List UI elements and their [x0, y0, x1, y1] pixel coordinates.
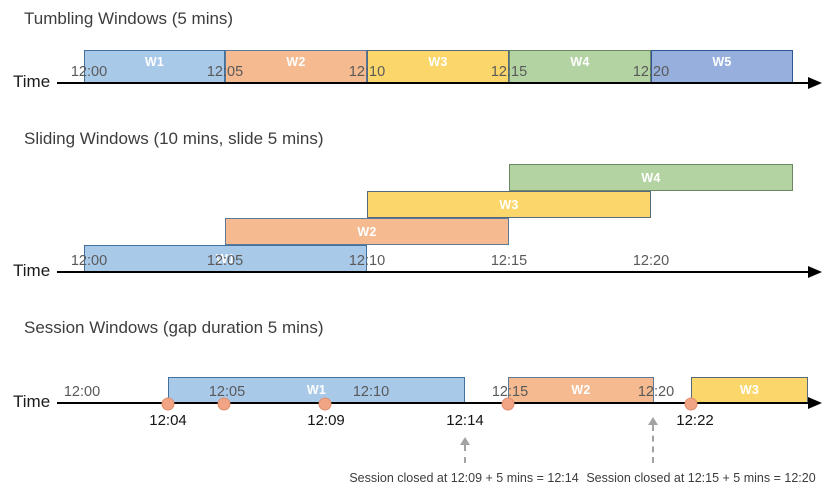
event-dot-icon: [217, 397, 231, 411]
time-axis-tumbling: [57, 82, 808, 84]
window-bar-label: W2: [286, 55, 306, 69]
event-time-label: 12:04: [149, 412, 187, 429]
event-time-label: 12:09: [307, 412, 345, 429]
time-tick-label: 12:15: [490, 253, 528, 269]
window-bar-label: W3: [428, 55, 448, 69]
arrow-shaft: [464, 445, 466, 463]
event-dot-icon: [161, 397, 175, 411]
event-dot-icon: [684, 397, 698, 411]
time-tick-label: 12:10: [348, 64, 386, 80]
arrow-head: [460, 437, 470, 445]
time-axis-sliding: [57, 271, 808, 273]
time-tick-label: 12:15: [490, 64, 528, 80]
axis-arrowhead-icon: [808, 266, 822, 278]
time-axis-caption-session: Time: [13, 392, 51, 411]
time-tick-label: 12:05: [208, 384, 246, 400]
time-tick-label: 12:10: [348, 253, 386, 269]
window-bar-tumbling-w2: W2: [225, 50, 367, 83]
time-axis-caption-tumbling: Time: [13, 72, 51, 91]
window-bar-label: W3: [739, 383, 760, 397]
time-tick-label: 12:00: [70, 253, 108, 269]
dashed-up-arrow-icon: [460, 437, 470, 463]
time-tick-label: 12:20: [632, 64, 670, 80]
window-bar-label: W2: [357, 224, 377, 239]
time-axis-session: [57, 402, 808, 404]
window-bar-sliding-w2: W2: [225, 218, 509, 245]
window-bar-tumbling-w4: W4: [509, 50, 651, 83]
window-bar-label: W1: [215, 251, 236, 266]
event-time-label: 12:22: [676, 412, 714, 429]
time-tick-label: 12:20: [637, 384, 675, 400]
section-title-sliding: Sliding Windows (10 mins, slide 5 mins): [24, 129, 324, 148]
window-bar-label: W5: [712, 55, 732, 69]
time-tick-label: 12:10: [352, 384, 390, 400]
time-tick-label: 12:00: [63, 384, 101, 400]
arrow-head: [648, 417, 658, 425]
dashed-up-arrow-icon: [648, 417, 658, 463]
time-tick-label: 12:05: [206, 253, 244, 269]
time-tick-label: 12:15: [491, 384, 529, 400]
window-bar-label: W2: [571, 383, 591, 397]
window-bar-label: W1: [306, 383, 327, 397]
time-tick-label: 12:05: [206, 64, 244, 80]
window-bar-label: W3: [499, 197, 519, 212]
window-bar-tumbling-w3: W3: [367, 50, 509, 83]
event-time-label: 12:14: [446, 412, 484, 429]
window-bar-label: W4: [641, 170, 661, 185]
window-bar-session-w2: W2: [508, 377, 654, 403]
window-bar-sliding-w4: W4: [509, 164, 793, 191]
window-bar-session-w3: W3: [691, 377, 808, 403]
time-tick-label: 12:00: [70, 64, 108, 80]
time-tick-label: 12:20: [632, 253, 670, 269]
axis-arrowhead-icon: [808, 77, 822, 89]
arrow-shaft: [652, 425, 654, 463]
session-closed-note: Session closed at 12:09 + 5 mins = 12:14: [349, 471, 579, 485]
time-axis-caption-sliding: Time: [13, 261, 51, 280]
window-bar-tumbling-w5: W5: [651, 50, 793, 83]
event-dot-icon: [318, 397, 332, 411]
window-bar-tumbling-w1: W1: [84, 50, 225, 83]
section-title-session: Session Windows (gap duration 5 mins): [24, 318, 324, 337]
window-bar-sliding-w3: W3: [367, 191, 651, 218]
window-bar-label: W1: [144, 55, 165, 69]
event-dot-icon: [501, 397, 515, 411]
window-bar-label: W4: [570, 55, 590, 69]
session-closed-note: Session closed at 12:15 + 5 mins = 12:20: [586, 471, 816, 485]
section-title-tumbling: Tumbling Windows (5 mins): [24, 9, 234, 28]
axis-arrowhead-icon: [808, 397, 822, 409]
